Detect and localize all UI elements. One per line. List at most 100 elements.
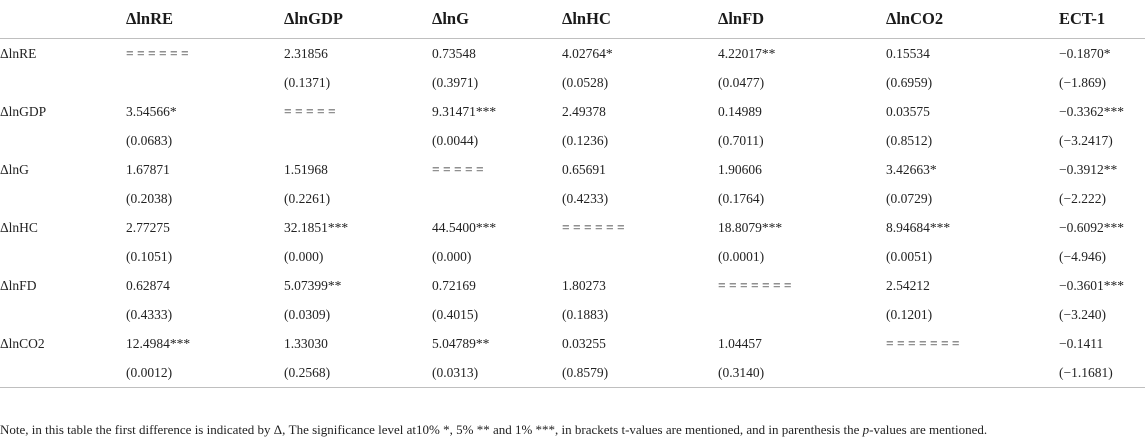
table-row: ΔlnFD 0.62874 5.07399** 0.72169 1.80273 = = =… xyxy=(0,271,1145,300)
row-label: ΔlnHC xyxy=(0,219,38,235)
pvalue-cell: (0.1883) xyxy=(562,306,609,322)
statistic-cell: 1.51968 xyxy=(284,161,328,177)
pvalue-cell: (−4.946) xyxy=(1059,248,1106,264)
table-body: ΔlnRE = = = = = = 2.31856 0.73548 4.02764* 4.… xyxy=(0,39,1145,388)
pvalue-cell: (0.8579) xyxy=(562,358,718,388)
table-subrow: (0.0683) (0.0044) (0.1236) (0.7011) (0.8512)… xyxy=(0,126,1145,155)
statistic-cell: 8.94684*** xyxy=(886,219,951,235)
statistic-cell: −0.1870* xyxy=(1059,45,1111,61)
header-corner xyxy=(0,0,126,39)
statistic-cell: −0.3912** xyxy=(1059,161,1118,177)
column-header: ΔlnRE xyxy=(126,0,284,39)
statistic-cell: 32.1851*** xyxy=(284,219,349,235)
row-label-spacer xyxy=(0,242,126,271)
pvalue-cell xyxy=(284,126,432,155)
pvalue-cell xyxy=(718,300,886,329)
column-header: ΔlnGDP xyxy=(284,0,432,39)
pvalue-cell: (0.1236) xyxy=(562,132,609,148)
statistic-cell: 5.07399** xyxy=(284,277,342,293)
pvalue-cell xyxy=(562,242,718,271)
pvalue-cell: (0.0001) xyxy=(718,248,765,264)
statistic-cell: −0.3601*** xyxy=(1059,277,1124,293)
statistic-cell: −0.3362*** xyxy=(1059,103,1124,119)
pvalue-cell: (0.1051) xyxy=(126,248,173,264)
row-label: ΔlnCO2 xyxy=(0,335,45,351)
row-label: ΔlnFD xyxy=(0,277,37,293)
row-label: ΔlnRE xyxy=(0,45,37,61)
row-label-spacer xyxy=(0,126,126,155)
statistic-cell: = = = = = = = xyxy=(718,277,792,293)
column-header: ΔlnFD xyxy=(718,0,886,39)
column-header: ΔlnHC xyxy=(562,0,718,39)
statistic-cell: 0.73548 xyxy=(432,45,476,61)
pvalue-cell: (0.0477) xyxy=(718,74,765,90)
column-header: ECT-1 xyxy=(1059,0,1145,39)
note-text-end: -values are mentioned. xyxy=(869,422,988,437)
statistic-cell: 0.62874 xyxy=(126,277,170,293)
pvalue-cell: (0.000) xyxy=(284,248,324,264)
pvalue-cell: (0.000) xyxy=(432,248,472,264)
row-label: ΔlnGDP xyxy=(0,103,47,119)
pvalue-cell: (0.1371) xyxy=(284,74,331,90)
pvalue-cell: (0.1201) xyxy=(886,306,933,322)
pvalue-cell: (0.4333) xyxy=(126,306,173,322)
pvalue-cell xyxy=(126,68,284,97)
statistic-cell: = = = = = xyxy=(284,103,336,119)
statistic-cell: 1.90606 xyxy=(718,161,762,177)
statistic-cell: 1.33030 xyxy=(284,335,328,351)
statistic-cell: 1.80273 xyxy=(562,277,606,293)
statistic-cell: 18.8079*** xyxy=(718,219,783,235)
statistic-cell: 1.67871 xyxy=(126,161,170,177)
statistic-cell: 3.42663* xyxy=(886,161,937,177)
statistic-cell: 2.31856 xyxy=(284,45,328,61)
pvalue-cell: (0.3971) xyxy=(432,74,479,90)
causality-table: ΔlnRE ΔlnGDP ΔlnG ΔlnHC ΔlnFD ΔlnCO2 ECT-1 Δln… xyxy=(0,0,1145,388)
statistic-cell: 44.5400*** xyxy=(432,219,497,235)
statistic-cell: −0.1411 xyxy=(1059,335,1104,351)
statistic-cell: 2.77275 xyxy=(126,219,170,235)
table-header-row: ΔlnRE ΔlnGDP ΔlnG ΔlnHC ΔlnFD ΔlnCO2 ECT-1 xyxy=(0,0,1145,39)
pvalue-cell: (0.2568) xyxy=(284,358,432,388)
statistic-cell: = = = = = = xyxy=(562,219,625,235)
table-row: ΔlnRE = = = = = = 2.31856 0.73548 4.02764* 4.… xyxy=(0,39,1145,69)
pvalue-cell: (0.0729) xyxy=(886,190,933,206)
pvalue-cell: (0.6959) xyxy=(886,74,933,90)
pvalue-cell: (0.0012) xyxy=(126,358,284,388)
statistic-cell: 0.15534 xyxy=(886,45,930,61)
row-label-spacer xyxy=(0,300,126,329)
statistic-cell: 5.04789** xyxy=(432,335,490,351)
pvalue-cell: (0.2038) xyxy=(126,190,173,206)
table-subrow: (0.4333) (0.0309) (0.4015) (0.1883) (0.1201)… xyxy=(0,300,1145,329)
statistic-cell: 2.54212 xyxy=(886,277,930,293)
pvalue-cell: (−2.222) xyxy=(1059,190,1106,206)
statistic-cell: = = = = = = xyxy=(126,45,189,61)
table-subrow: (0.0012) (0.2568) (0.0313) (0.8579) (0.3140)… xyxy=(0,358,1145,388)
statistic-cell: 0.65691 xyxy=(562,161,606,177)
table-subrow: (0.2038) (0.2261) (0.4233) (0.1764) (0.0729)… xyxy=(0,184,1145,213)
pvalue-cell xyxy=(886,358,1059,388)
statistic-cell: = = = = = = = xyxy=(886,335,960,351)
pvalue-cell: (0.0044) xyxy=(432,132,479,148)
note-p-italic: p xyxy=(862,422,870,437)
row-label-spacer xyxy=(0,68,126,97)
pvalue-cell: (0.0683) xyxy=(126,132,173,148)
pvalue-cell: (−1.1681) xyxy=(1059,358,1145,388)
row-label: ΔlnG xyxy=(0,161,29,177)
pvalue-cell: (0.4233) xyxy=(562,190,609,206)
statistic-cell: 12.4984*** xyxy=(126,335,191,351)
statistic-cell: 2.49378 xyxy=(562,103,606,119)
note-text: Note, in this table the first difference… xyxy=(0,422,863,437)
pvalue-cell: (−3.2417) xyxy=(1059,132,1113,148)
column-header: ΔlnCO2 xyxy=(886,0,1059,39)
statistic-cell: 9.31471*** xyxy=(432,103,497,119)
table-row: ΔlnGDP 3.54566* = = = = = 9.31471*** 2.49378… xyxy=(0,97,1145,126)
statistic-cell: 0.03255 xyxy=(562,335,606,351)
statistic-cell: 4.02764* xyxy=(562,45,613,61)
table-row: ΔlnG 1.67871 1.51968 = = = = = 0.65691 1.9060… xyxy=(0,155,1145,184)
pvalue-cell: (0.0051) xyxy=(886,248,933,264)
statistic-cell: 0.72169 xyxy=(432,277,476,293)
pvalue-cell: (−1.869) xyxy=(1059,74,1106,90)
pvalue-cell: (0.7011) xyxy=(718,132,764,148)
pvalue-cell: (0.1764) xyxy=(718,190,765,206)
